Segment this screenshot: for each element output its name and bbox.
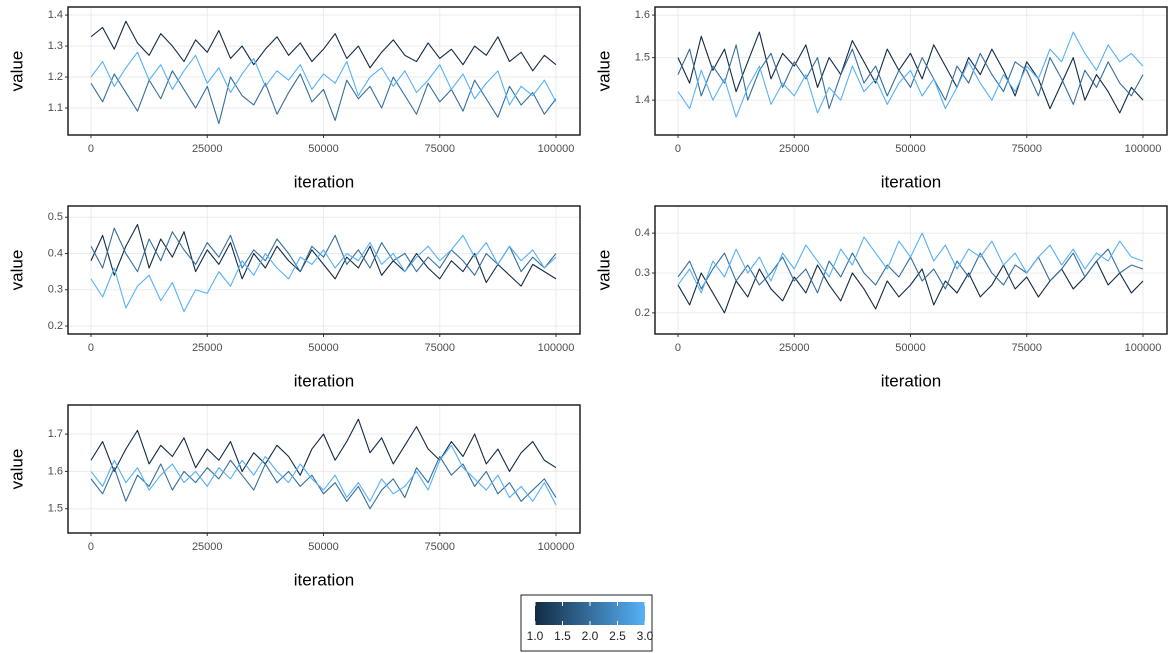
x-tick-label: 100000 [1125,342,1162,354]
x-tick-label: 100000 [538,541,575,553]
colorbar-label: 2.0 [582,629,599,643]
trace-line [90,418,557,476]
x-axis-title: iteration [294,371,354,390]
x-tick-label: 25000 [192,541,223,553]
y-tick-label: 1.2 [48,71,63,83]
x-tick-label: 0 [675,143,681,155]
trace-line [90,227,557,276]
trace-line [90,455,557,510]
x-tick-label: 50000 [895,143,926,155]
y-axis-title: value [7,51,26,92]
x-tick-label: 25000 [192,143,223,155]
x-tick-label: 50000 [895,342,926,354]
y-axis-title: value [594,250,613,291]
x-tick-label: 0 [88,342,94,354]
x-tick-label: 75000 [1011,143,1042,155]
x-tick-label: 0 [88,143,94,155]
x-tick-label: 75000 [1011,342,1042,354]
y-tick-label: 1.4 [635,94,650,106]
trace-line [677,44,1144,110]
panel-border [67,404,581,534]
panel-border [654,205,1168,335]
x-tick-label: 75000 [424,541,455,553]
x-tick-label: 75000 [424,143,455,155]
x-tick-label: 25000 [192,342,223,354]
y-axis-title: value [594,51,613,92]
panel-border [654,6,1168,136]
x-tick-label: 100000 [538,143,575,155]
x-tick-label: 75000 [424,342,455,354]
y-tick-label: 1.1 [48,102,63,114]
trace-line [90,51,557,106]
trace-line [677,31,1144,118]
y-tick-label: 1.6 [48,465,63,477]
colorbar-label: 2.5 [609,629,626,643]
y-tick-label: 1.5 [635,52,650,64]
y-axis-title: value [7,250,26,291]
trace-line [677,232,1144,294]
trace-line [90,20,557,72]
x-tick-label: 100000 [538,342,575,354]
trace-line [90,444,557,506]
x-axis-title: iteration [294,172,354,191]
y-tick-label: 1.4 [48,9,63,21]
x-tick-label: 100000 [1125,143,1162,155]
y-tick-label: 0.4 [48,247,63,259]
x-tick-label: 25000 [779,342,810,354]
panel-border [67,6,581,136]
x-tick-label: 50000 [308,342,339,354]
colorbar-label: 1.5 [554,629,571,643]
x-tick-label: 25000 [779,143,810,155]
y-tick-label: 1.7 [48,428,63,440]
y-tick-label: 0.3 [48,284,63,296]
x-axis-title: iteration [294,570,354,589]
colorbar-label: 3.0 [637,629,654,643]
y-tick-label: 1.6 [635,9,650,21]
y-axis-title: value [7,449,26,490]
y-tick-label: 0.3 [635,267,650,279]
y-tick-label: 0.2 [635,307,650,319]
y-tick-label: 1.5 [48,503,63,515]
y-tick-label: 0.4 [635,227,650,239]
trace-line [677,31,1144,114]
panel-border [67,205,581,335]
x-axis-title: iteration [881,371,941,390]
x-axis-title: iteration [881,172,941,191]
y-tick-label: 1.3 [48,40,63,52]
trace-line [90,234,557,313]
x-tick-label: 0 [88,541,94,553]
colorbar [535,602,645,625]
x-tick-label: 50000 [308,143,339,155]
y-tick-label: 0.2 [48,320,63,332]
trace-line [90,223,557,287]
colorbar-label: 1.0 [527,629,544,643]
x-tick-label: 50000 [308,541,339,553]
x-tick-label: 0 [675,342,681,354]
y-tick-label: 0.5 [48,211,63,223]
